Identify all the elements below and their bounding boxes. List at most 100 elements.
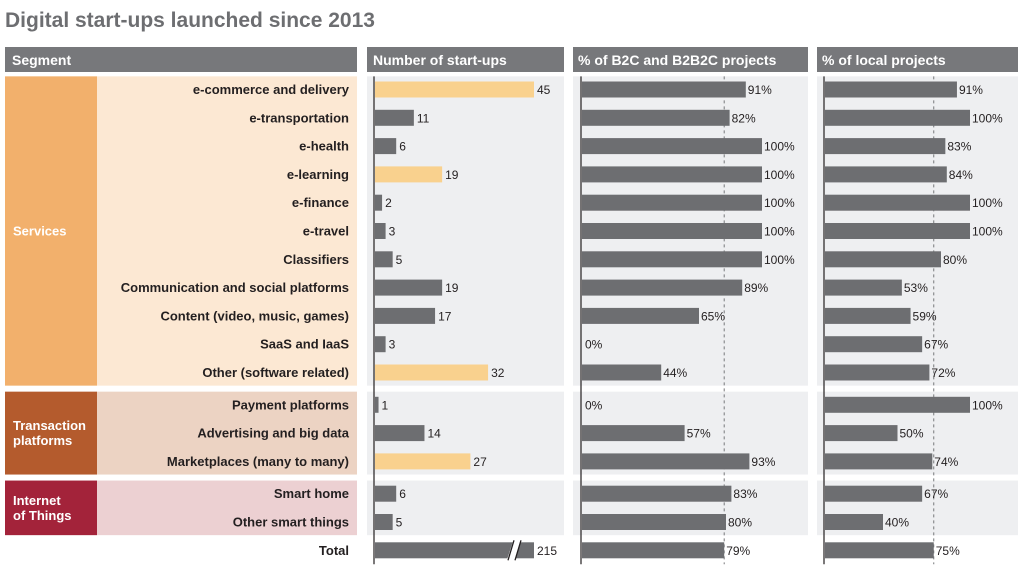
local-value-label: 50%: [900, 427, 924, 441]
local-bar: [825, 364, 930, 381]
category-label: Advertising and big data: [197, 426, 349, 441]
local-value-label: 84%: [949, 168, 973, 182]
count-bar: [375, 453, 471, 470]
b2c-value-label: 100%: [764, 225, 795, 239]
count-value-label: 6: [399, 140, 406, 154]
count-value-label: 27: [473, 455, 487, 469]
count-value-label: 17: [438, 309, 452, 323]
count-bar: [375, 307, 436, 324]
b2c-value-label: 91%: [748, 83, 772, 97]
group-label: Transaction: [13, 418, 86, 433]
b2c-bar: [582, 251, 762, 268]
category-label: e-travel: [303, 224, 349, 239]
count-bar: [375, 425, 425, 442]
b2c-value-label: 100%: [764, 140, 795, 154]
count-bar: [375, 166, 443, 183]
count-bar: [375, 81, 534, 98]
count-header-bg: [367, 47, 564, 72]
b2c-value-label: 57%: [687, 427, 711, 441]
local-value-label: 67%: [924, 487, 948, 501]
total-local-bar: [825, 542, 934, 559]
category-label: e-transportation: [249, 110, 349, 125]
group-label: Internet: [13, 493, 61, 508]
b2c-bar: [582, 138, 762, 155]
total-break-mark: [507, 540, 515, 561]
count-panel-2: [367, 480, 564, 536]
total-b2c-value: 79%: [726, 544, 750, 558]
category-label: SaaS and IaaS: [260, 337, 349, 352]
count-bar: [375, 364, 489, 381]
total-count-bar: [375, 542, 534, 559]
local-value-label: 100%: [972, 111, 1003, 125]
b2c-value-label: 44%: [663, 366, 687, 380]
category-label: e-finance: [292, 195, 349, 210]
count-bar: [375, 109, 414, 126]
local-bar: [825, 279, 902, 296]
chart-title: Digital start-ups launched since 2013: [5, 9, 375, 32]
local-bar: [825, 485, 923, 502]
count-bar: [375, 194, 383, 211]
count-bar: [375, 485, 397, 502]
local-value-label: 100%: [972, 398, 1003, 412]
count-value-label: 32: [491, 366, 505, 380]
group-label: Services: [13, 224, 67, 239]
count-panel-0: [367, 76, 564, 386]
category-label: e-health: [299, 139, 349, 154]
count-bar: [375, 223, 386, 239]
count-value-label: 45: [537, 83, 551, 97]
group-label-band-0: [97, 76, 357, 386]
b2c-value-label: 100%: [764, 253, 795, 267]
b2c-bar: [582, 307, 699, 324]
segment-header-bg: [5, 47, 357, 72]
category-label: e-commerce and delivery: [193, 82, 350, 97]
total-break-mark: [514, 540, 522, 561]
count-bar: [375, 336, 386, 353]
local-bar: [825, 166, 947, 183]
local-bar: [825, 223, 970, 239]
group-label-band-2: [97, 480, 357, 536]
group-band-1: [5, 391, 97, 475]
b2c-value-label: 89%: [744, 281, 768, 295]
b2c-header: % of B2C and B2B2C projects: [578, 52, 777, 68]
group-label: of Things: [13, 508, 72, 523]
b2c-bar: [582, 425, 685, 442]
local-value-label: 100%: [972, 225, 1003, 239]
b2c-value-label: 80%: [728, 516, 752, 530]
local-value-label: 91%: [959, 83, 983, 97]
b2c-bar: [582, 223, 762, 239]
b2c-bar: [582, 166, 762, 183]
b2c-value-label: 82%: [732, 111, 756, 125]
count-value-label: 5: [396, 516, 403, 530]
local-value-label: 72%: [931, 366, 955, 380]
b2c-bar: [582, 109, 730, 126]
local-bar: [825, 138, 946, 155]
count-bar: [375, 138, 397, 155]
local-bar: [825, 453, 933, 470]
b2c-bar: [582, 514, 726, 530]
total-label: Total: [319, 543, 349, 558]
total-b2c-bar: [582, 542, 725, 559]
count-value-label: 2: [385, 196, 392, 210]
count-value-label: 1: [382, 398, 389, 412]
local-header-bg: [817, 47, 1018, 72]
b2c-value-label: 100%: [764, 196, 795, 210]
local-bar: [825, 109, 970, 126]
local-bar: [825, 251, 941, 268]
group-label: platforms: [13, 433, 72, 448]
b2c-bar: [582, 364, 662, 381]
category-label: Other smart things: [233, 515, 349, 530]
category-label: Smart home: [274, 486, 349, 501]
local-value-label: 59%: [913, 309, 937, 323]
group-band-2: [5, 480, 97, 536]
local-bar: [825, 396, 970, 413]
segment-header: Segment: [12, 52, 71, 68]
local-value-label: 67%: [924, 338, 948, 352]
count-value-label: 3: [389, 338, 396, 352]
local-bar: [825, 307, 911, 324]
local-header: % of local projects: [822, 52, 946, 68]
local-bar: [825, 336, 923, 353]
count-bar: [375, 396, 379, 413]
b2c-value-label: 100%: [764, 168, 795, 182]
count-value-label: 3: [389, 225, 396, 239]
